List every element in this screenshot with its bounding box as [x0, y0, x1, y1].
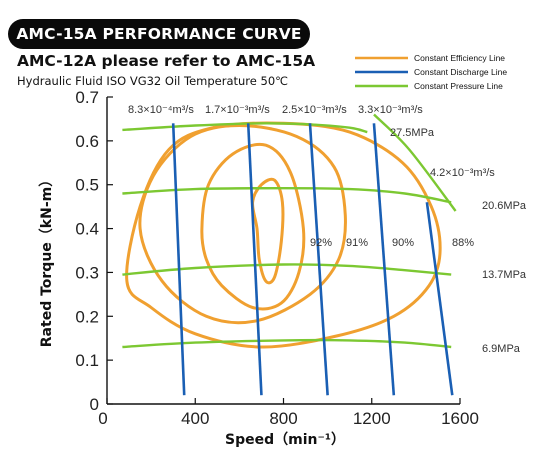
- discharge-line-5: [425, 202, 454, 396]
- discharge-line-3: [308, 123, 329, 396]
- discharge-label: 3.3×10⁻³m³/s: [358, 104, 423, 116]
- efficiency-lines: [125, 121, 442, 349]
- x-tick-label: 400: [181, 409, 209, 428]
- pressure-label: 27.5MPa: [390, 127, 435, 139]
- efficiency-label: 92%: [310, 237, 332, 249]
- y-tick-label: 0.3: [75, 263, 99, 282]
- y-axis-title: Rated Torque（kN-m）: [39, 173, 55, 347]
- test-condition: Hydraulic Fluid ISO VG32 Oil Temperature…: [17, 74, 289, 88]
- y-tick-label: 0.1: [75, 351, 99, 370]
- pressure-line-6.9mpa: [122, 338, 452, 349]
- efficiency-line-91pct: [200, 142, 306, 311]
- y-tick-label: 0.2: [75, 307, 99, 326]
- legend: Constant Efficiency Line Constant Dischar…: [355, 53, 507, 91]
- pressure-label: 6.9MPa: [482, 343, 521, 355]
- y-tick-label: 0.4: [75, 220, 99, 239]
- x-tick-label: 800: [269, 409, 297, 428]
- y-tick-label: 0.6: [75, 132, 99, 151]
- y-tick-label: 0.7: [75, 88, 99, 107]
- efficiency-line-88pct: [125, 121, 442, 349]
- pressure-lines: [122, 113, 457, 349]
- discharge-line-2: [246, 123, 263, 396]
- efficiency-line-92pct: [251, 177, 285, 285]
- power-limit-line: [373, 113, 457, 212]
- pressure-line-13.7mpa: [122, 263, 452, 276]
- chart-badge-title: AMC-15A PERFORMANCE CURVE: [8, 19, 310, 49]
- legend-label: Constant Discharge Line: [414, 67, 507, 77]
- legend-label: Constant Efficiency Line: [414, 53, 505, 63]
- pressure-label: 20.6MPa: [482, 200, 527, 212]
- x-axis-title: Speed（min⁻¹）: [225, 432, 345, 448]
- discharge-line-4: [372, 123, 396, 396]
- pressure-line-27.5mpa: [122, 122, 368, 134]
- pressure-line-20.6mpa: [122, 187, 452, 204]
- discharge-label: 4.2×10⁻³m³/s: [430, 167, 495, 179]
- discharge-label: 1.7×10⁻³m³/s: [205, 104, 270, 116]
- y-tick-label: 0.5: [75, 176, 99, 195]
- discharge-label: 8.3×10⁻⁴m³/s: [128, 104, 194, 116]
- efficiency-line-90pct: [138, 123, 347, 325]
- y-tick-label: 0: [90, 395, 99, 414]
- discharge-label: 2.5×10⁻³m³/s: [282, 104, 347, 116]
- curve-labels: 8.3×10⁻⁴m³/s 1.7×10⁻³m³/s 2.5×10⁻³m³/s 3.3×…: [128, 104, 527, 355]
- efficiency-label: 90%: [392, 237, 414, 249]
- x-tick-label: 1600: [441, 409, 479, 428]
- discharge-line-1: [171, 123, 186, 396]
- chart-axes: 0 0.1 0.2 0.3 0.4 0.5 0.6 0.7 0 400 800 1200 1600: [75, 88, 479, 428]
- plot-area: [107, 97, 460, 404]
- x-tick-label: 1200: [353, 409, 391, 428]
- pressure-label: 13.7MPa: [482, 269, 527, 281]
- x-tick-label: 0: [98, 409, 107, 428]
- legend-label: Constant Pressure Line: [414, 81, 503, 91]
- discharge-lines: [171, 123, 454, 396]
- efficiency-label: 88%: [452, 237, 474, 249]
- efficiency-label: 91%: [346, 237, 368, 249]
- model-note: AMC-12A please refer to AMC-15A: [17, 52, 316, 70]
